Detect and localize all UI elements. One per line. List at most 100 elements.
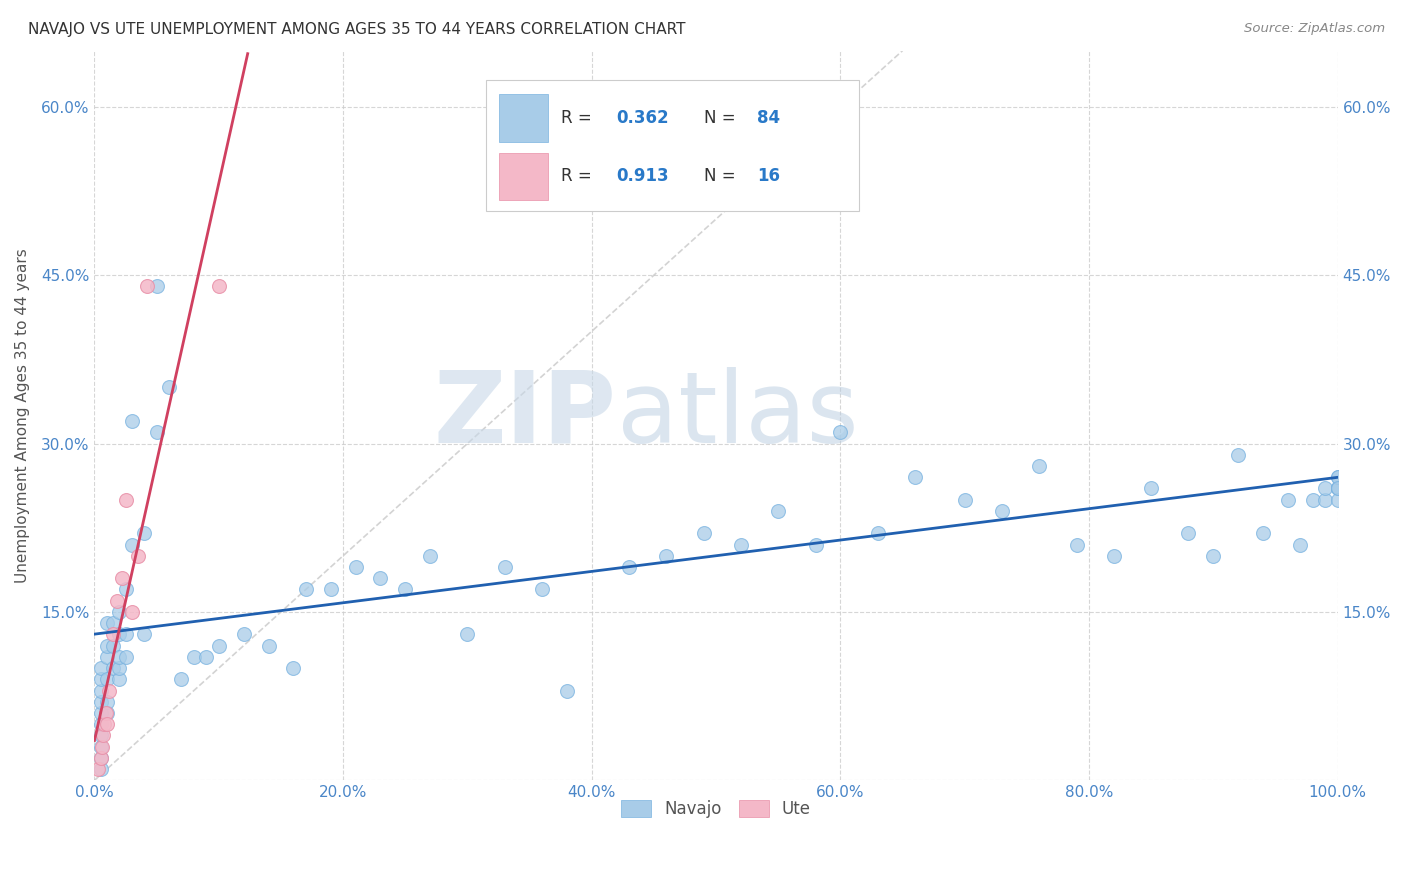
Point (232, 627, 254, 641)
Point (804, 538, 827, 552)
Point (1102, 549, 1125, 563)
Point (555, 683, 578, 698)
Point (96, 649, 118, 664)
Text: 84: 84 (756, 109, 780, 127)
Point (1251, 526, 1274, 541)
Point (1302, 492, 1324, 507)
Point (494, 560, 516, 574)
Point (135, 279, 157, 293)
Point (111, 571, 134, 585)
Point (208, 279, 231, 293)
Text: NAVAJO VS UTE UNEMPLOYMENT AMONG AGES 35 TO 44 YEARS CORRELATION CHART: NAVAJO VS UTE UNEMPLOYMENT AMONG AGES 35… (28, 22, 686, 37)
Text: R =: R = (561, 109, 596, 127)
Point (1227, 448, 1250, 462)
Text: N =: N = (703, 167, 741, 186)
Legend: Navajo, Ute: Navajo, Ute (613, 792, 820, 827)
Text: Source: ZipAtlas.com: Source: ZipAtlas.com (1244, 22, 1385, 36)
Point (1315, 482, 1337, 496)
Text: 0.362: 0.362 (617, 109, 669, 127)
Point (90, 673, 112, 687)
Point (370, 571, 392, 585)
Point (195, 649, 218, 664)
Point (1326, 482, 1348, 496)
FancyBboxPatch shape (499, 153, 548, 200)
Point (1326, 482, 1348, 496)
Point (90, 751, 112, 765)
Point (101, 661, 124, 675)
Point (90, 695, 112, 709)
Point (419, 549, 441, 563)
Point (655, 549, 678, 563)
Text: ZIP: ZIP (433, 367, 617, 464)
Point (1277, 492, 1299, 507)
Point (93, 717, 115, 731)
Point (692, 526, 714, 541)
Point (121, 538, 143, 552)
Point (96, 639, 118, 653)
Point (108, 649, 131, 664)
Point (121, 605, 143, 619)
Y-axis label: Unemployment Among Ages 35 to 44 years: Unemployment Among Ages 35 to 44 years (15, 248, 30, 582)
Point (114, 627, 136, 641)
Point (766, 504, 789, 518)
Point (991, 504, 1014, 518)
Point (1177, 526, 1199, 541)
Point (96, 673, 118, 687)
Point (530, 582, 553, 597)
Point (257, 639, 280, 653)
Point (344, 560, 367, 574)
Point (830, 425, 852, 440)
Point (1326, 470, 1348, 484)
Point (90, 661, 112, 675)
Point (108, 627, 131, 641)
Point (90, 706, 112, 720)
Point (101, 616, 124, 631)
Point (90, 739, 112, 754)
Point (114, 582, 136, 597)
Point (90, 751, 112, 765)
Text: R =: R = (561, 167, 596, 186)
Point (121, 414, 143, 428)
Point (1028, 458, 1050, 473)
Point (145, 425, 167, 440)
Point (157, 380, 180, 394)
Point (617, 560, 640, 574)
Point (90, 762, 112, 776)
Point (108, 605, 131, 619)
Point (87, 762, 110, 776)
Point (114, 649, 136, 664)
Point (90, 739, 112, 754)
Text: 0.913: 0.913 (617, 167, 669, 186)
Point (101, 639, 124, 653)
Point (1066, 538, 1088, 552)
FancyBboxPatch shape (486, 80, 859, 211)
Text: 16: 16 (756, 167, 780, 186)
Point (105, 593, 128, 607)
Point (1326, 470, 1348, 484)
Point (283, 661, 305, 675)
Point (108, 661, 131, 675)
Text: N =: N = (703, 109, 741, 127)
Text: atlas: atlas (617, 367, 858, 464)
Point (96, 695, 118, 709)
Point (170, 673, 193, 687)
Point (1326, 482, 1348, 496)
Point (1202, 549, 1225, 563)
Point (581, 156, 603, 170)
Point (90, 683, 112, 698)
Point (183, 649, 205, 664)
Point (295, 582, 318, 597)
Point (730, 538, 752, 552)
Point (98, 683, 121, 698)
Point (90, 728, 112, 742)
Point (1326, 492, 1348, 507)
Point (114, 492, 136, 507)
FancyBboxPatch shape (499, 95, 548, 142)
Point (394, 582, 416, 597)
Point (90, 717, 112, 731)
Point (94, 706, 117, 720)
Point (208, 639, 231, 653)
Point (134, 526, 156, 541)
Point (1140, 482, 1163, 496)
Point (904, 470, 927, 484)
